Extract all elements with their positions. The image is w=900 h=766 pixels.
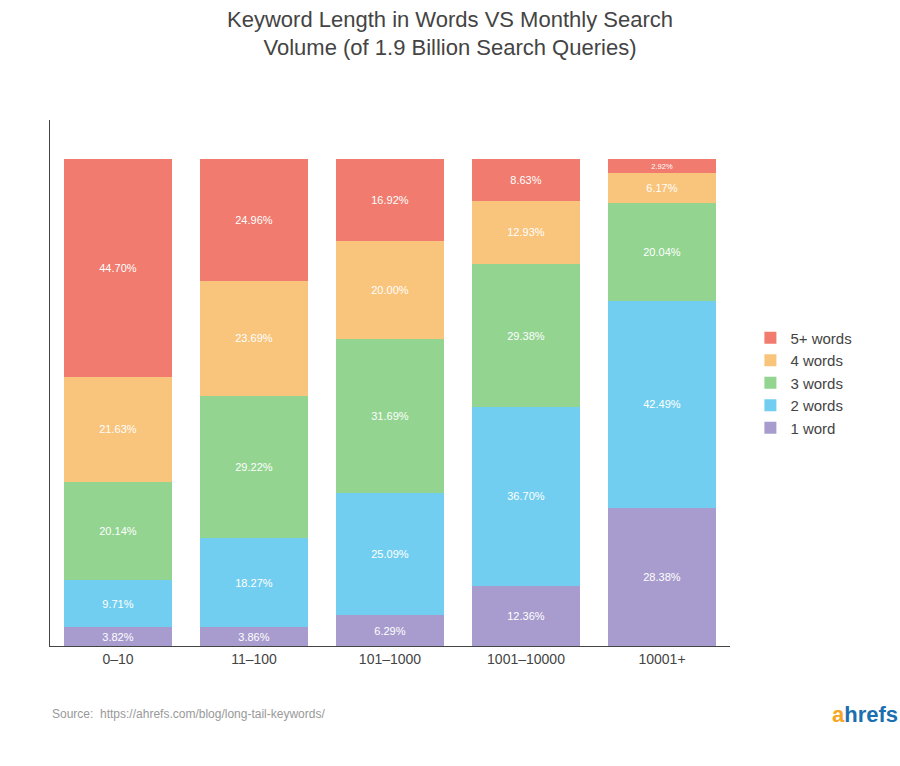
svg-text:6.29%: 6.29% <box>374 625 405 637</box>
svg-text:28.38%: 28.38% <box>643 571 681 583</box>
svg-text:Keyword Length in Words VS Mon: Keyword Length in Words VS Monthly Searc… <box>227 7 673 61</box>
svg-text:12.93%: 12.93% <box>507 226 545 238</box>
svg-text:36.70%: 36.70% <box>507 490 545 502</box>
svg-text:20.14%: 20.14% <box>99 525 137 537</box>
svg-text:29.22%: 29.22% <box>235 461 273 473</box>
svg-text:10001+: 10001+ <box>638 651 685 667</box>
svg-text:4 words: 4 words <box>790 352 843 369</box>
svg-text:3.82%: 3.82% <box>102 631 133 643</box>
svg-text:42.49%: 42.49% <box>643 398 681 410</box>
svg-text:23.69%: 23.69% <box>235 332 273 344</box>
svg-text:2 words: 2 words <box>790 397 843 414</box>
svg-text:9.71%: 9.71% <box>102 598 133 610</box>
svg-text:1 word: 1 word <box>790 420 835 437</box>
svg-text:18.27%: 18.27% <box>235 577 273 589</box>
svg-text:8.63%: 8.63% <box>510 174 541 186</box>
svg-text:20.04%: 20.04% <box>643 246 681 258</box>
svg-text:1001–10000: 1001–10000 <box>487 651 565 667</box>
svg-text:12.36%: 12.36% <box>507 610 545 622</box>
svg-text:29.38%: 29.38% <box>507 330 545 342</box>
svg-text:ahrefs: ahrefs <box>832 702 898 727</box>
svg-text:44.70%: 44.70% <box>99 262 137 274</box>
svg-text:Source: https://ahrefs.com/bl: Source: https://ahrefs.com/blog/long-tai… <box>52 707 325 721</box>
svg-text:21.63%: 21.63% <box>99 423 137 435</box>
svg-text:25.09%: 25.09% <box>371 548 409 560</box>
svg-text:3 words: 3 words <box>790 375 843 392</box>
svg-text:20.00%: 20.00% <box>371 284 409 296</box>
svg-text:2.92%: 2.92% <box>651 162 673 171</box>
svg-text:24.96%: 24.96% <box>235 214 273 226</box>
svg-text:6.17%: 6.17% <box>646 182 677 194</box>
svg-text:101–1000: 101–1000 <box>359 651 422 667</box>
svg-text:16.92%: 16.92% <box>371 194 409 206</box>
svg-text:5+ words: 5+ words <box>790 330 851 347</box>
svg-text:31.69%: 31.69% <box>371 410 409 422</box>
svg-text:11–100: 11–100 <box>231 651 277 667</box>
svg-text:0–10: 0–10 <box>102 651 133 667</box>
svg-text:3.86%: 3.86% <box>238 631 269 643</box>
